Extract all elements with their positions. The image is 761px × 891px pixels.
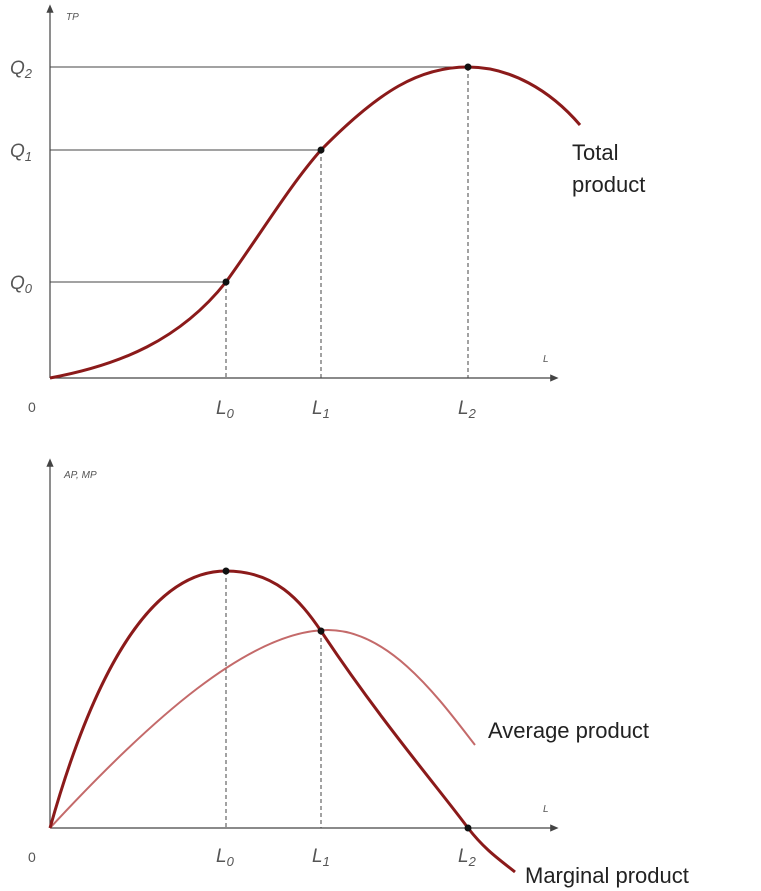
level-letter: L <box>312 398 323 419</box>
y-axis-label: AP, MP <box>63 470 97 481</box>
level-letter: L <box>216 846 227 867</box>
curve-label: Total <box>572 140 618 165</box>
level-label: L2 <box>458 846 477 869</box>
point <box>222 567 230 575</box>
level-label: L1 <box>312 846 330 869</box>
level-label: L2 <box>458 398 477 421</box>
level-group: Q2 <box>10 58 33 81</box>
level-group: L2 <box>458 398 477 421</box>
level-label: Q2 <box>10 58 33 81</box>
level-group: L2 <box>458 846 477 869</box>
level-group: Q0 <box>10 273 33 296</box>
level-label: L0 <box>216 846 235 869</box>
level-subscript: 1 <box>323 854 330 869</box>
level-subscript: 2 <box>468 406 477 421</box>
level-group: L0 <box>216 398 235 421</box>
average-product-curve <box>49 628 476 829</box>
total-product-curve <box>49 65 582 380</box>
curve-label: Average product <box>488 718 649 743</box>
point <box>222 278 230 286</box>
point <box>317 627 325 635</box>
level-subscript: 1 <box>25 149 32 164</box>
level-letter: Q <box>10 141 25 162</box>
bottom-graph: AP, MP L 0 L0 L1 L2 Average product Marg… <box>28 458 689 888</box>
origin-label: 0 <box>28 849 36 865</box>
point <box>464 63 472 71</box>
level-letter: L <box>312 846 323 867</box>
x-axis-label: L <box>543 804 549 815</box>
level-subscript: 0 <box>227 406 235 421</box>
level-letter: L <box>458 398 469 419</box>
level-label: L0 <box>216 398 235 421</box>
level-letter: Q <box>10 273 25 294</box>
top-graph: TP L 0 Q2 Q1 Q0 L0 L1 L2 Total product <box>10 4 645 421</box>
level-group: L1 <box>312 398 330 421</box>
marginal-product-curve <box>48 569 516 874</box>
level-subscript: 1 <box>323 406 330 421</box>
level-subscript: 2 <box>468 854 477 869</box>
level-letter: Q <box>10 58 25 79</box>
level-group: L0 <box>216 846 235 869</box>
origin-label: 0 <box>28 399 36 415</box>
level-subscript: 0 <box>25 281 33 296</box>
level-label: L1 <box>312 398 330 421</box>
level-letter: L <box>458 846 469 867</box>
level-subscript: 2 <box>24 66 33 81</box>
point <box>317 146 325 154</box>
level-label: Q1 <box>10 141 32 164</box>
level-subscript: 0 <box>227 854 235 869</box>
level-group: Q1 <box>10 141 32 164</box>
level-group: L1 <box>312 846 330 869</box>
level-letter: L <box>216 398 227 419</box>
level-label: Q0 <box>10 273 33 296</box>
x-axis-label: L <box>543 354 549 365</box>
point <box>464 824 472 832</box>
curve-label: Marginal product <box>525 863 689 888</box>
curve-label: product <box>572 172 645 197</box>
y-axis-label: TP <box>66 12 79 23</box>
